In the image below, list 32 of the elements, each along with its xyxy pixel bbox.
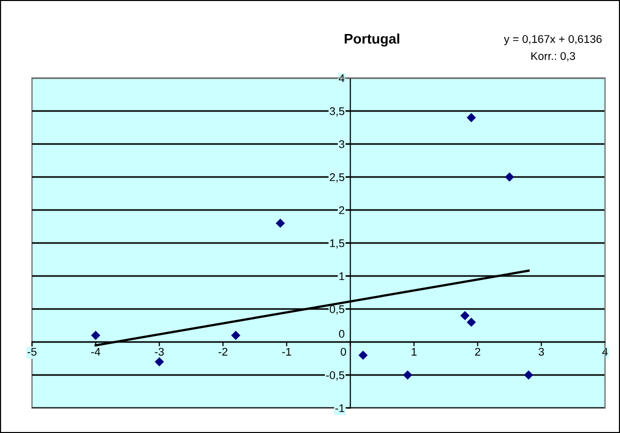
x-tick-label: -3 [154,348,164,356]
y-tick-label: 2,5 [330,173,344,182]
point [154,357,164,366]
point [403,370,412,380]
point [466,318,476,327]
text: y = 0,167x + 0,6136 [504,35,602,46]
x-tick-label: -5 [28,348,36,356]
y-tick-label: -0,5 [326,371,344,380]
y-tick-label: 1,5 [330,239,344,248]
x-tick-label: -2 [218,348,228,356]
y-tick-label: 3 [339,140,344,148]
point [466,112,476,122]
chart-title: Portugal [344,33,400,47]
x-tick-label: 1 [412,348,417,356]
x-tick-label: 3 [538,348,544,356]
point [358,350,368,360]
y-tick-label: -1 [335,404,344,412]
x-tick-label: -4 [91,348,100,356]
point [91,330,100,340]
point [460,310,470,320]
y-tick-label: 0 [339,330,344,338]
x-tick-label: -1 [282,348,292,356]
y-tick-label: 0,5 [330,305,344,314]
point [524,370,534,380]
y-tick-label: 3,5 [330,107,344,116]
point [276,218,285,228]
y-tick-label: 2 [339,206,344,214]
point [504,172,514,182]
y-tick-label: 1 [339,272,344,280]
point [231,330,240,340]
x-tick-label: 2 [475,348,480,356]
text: Korr.: 0,3 [531,52,576,62]
